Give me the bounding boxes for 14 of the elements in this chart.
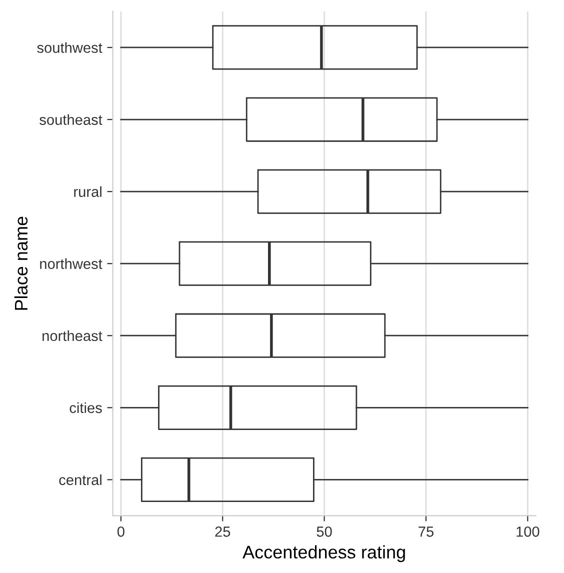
x-tick-label: 100	[516, 526, 540, 537]
y-axis-title: Place name	[14, 216, 28, 310]
x-tick-label: 0	[117, 526, 124, 537]
y-tick-label: northwest	[40, 258, 102, 270]
y-tick-label: southeast	[40, 114, 102, 125]
x-axis-title: Accentedness rating	[242, 545, 405, 562]
y-tick-label: central	[59, 474, 102, 486]
y-tick-label: rural	[74, 186, 102, 197]
x-tick-label: 25	[215, 526, 230, 537]
y-tick-label: northeast	[42, 330, 102, 342]
y-tick-label: cities	[70, 402, 102, 414]
x-tick-label: 75	[418, 526, 434, 537]
y-tick-label: southwest	[37, 42, 102, 53]
x-tick-label: 50	[316, 526, 332, 537]
